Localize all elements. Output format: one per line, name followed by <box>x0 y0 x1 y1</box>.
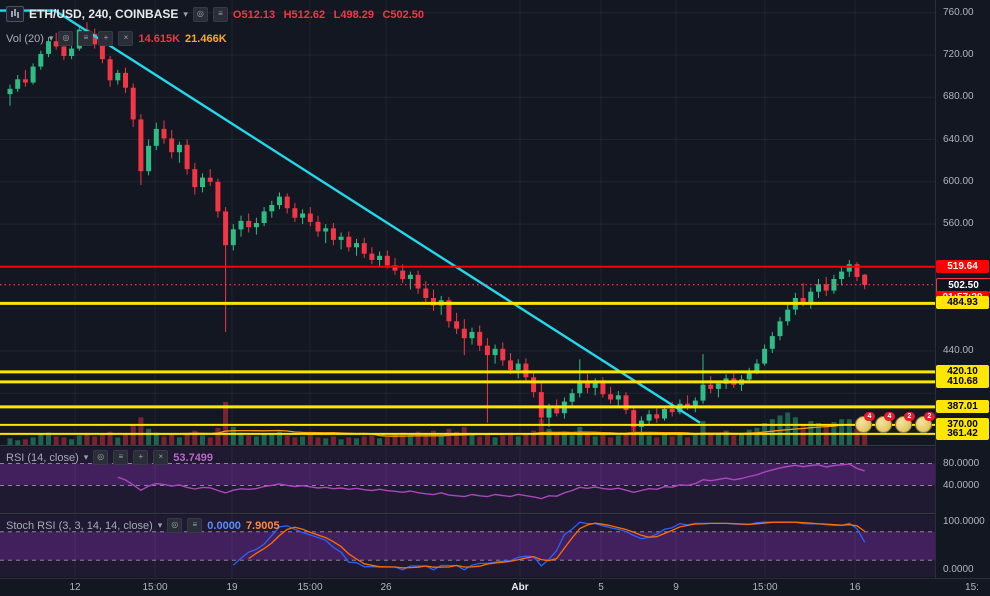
stoch-tick-label: 100.0000 <box>943 516 985 528</box>
symbol-title[interactable]: ETH/USD, 240, COINBASE <box>29 7 179 21</box>
settings-icon[interactable]: ≡ <box>212 6 228 22</box>
volume-caret-icon[interactable]: ▾ <box>48 33 54 43</box>
stoch-band <box>0 531 935 561</box>
time-tick-label: 15:00 <box>297 582 323 593</box>
time-tick-label: 15: <box>965 582 979 593</box>
eye-icon[interactable]: ◎ <box>167 518 183 533</box>
ideas-badge-count: 4 <box>884 412 895 421</box>
time-tick-label: 15:00 <box>142 582 168 593</box>
rsi-tick-label: 40.0000 <box>943 479 980 491</box>
symbol-caret-icon[interactable]: ▾ <box>183 8 188 19</box>
rsi-value: 53.7499 <box>173 451 214 464</box>
open-value: O512.13 <box>232 9 276 21</box>
time-tick-label: 9 <box>673 582 679 593</box>
add-icon[interactable]: + <box>133 450 149 465</box>
price-label-387.01: 387.01 <box>936 399 989 413</box>
stoch-k-value: 0.0000 <box>207 519 241 532</box>
stoch-indicator-label[interactable]: Stoch RSI (3, 3, 14, 14, close) <box>6 519 153 532</box>
stoch-d-line <box>248 521 866 569</box>
price-tick-label: 760.00 <box>943 6 974 18</box>
eye-icon[interactable]: ◎ <box>192 6 208 22</box>
volume-ma-value: 21.466K <box>185 32 227 45</box>
stoch-tick-label: 0.0000 <box>943 563 974 575</box>
low-value: L498.29 <box>333 9 374 21</box>
settings-icon[interactable]: ≡ <box>113 450 129 465</box>
ideas-badge[interactable]: 4 <box>875 412 895 433</box>
time-tick-label: 26 <box>380 582 392 593</box>
pane-separator[interactable] <box>0 445 990 448</box>
rsi-legend: RSI (14, close) ▾ ◎ ≡ + × 53.7499 <box>6 450 213 465</box>
high-value: H512.62 <box>283 9 326 21</box>
time-tick-label: 19 <box>226 582 238 593</box>
add-icon[interactable]: + <box>98 31 114 46</box>
price-label-484.93: 484.93 <box>936 296 989 310</box>
price-label-410.68: 410.68 <box>936 374 989 388</box>
price-tick-label: 640.00 <box>943 133 974 145</box>
price-tick-label: 600.00 <box>943 175 974 187</box>
time-tick-label: 15:00 <box>752 582 778 593</box>
ideas-badge-count: 2 <box>904 412 915 421</box>
volume-legend: Vol (20) ▾ ◎ ≡ + × 14.615K 21.466K <box>6 31 227 46</box>
settings-icon[interactable]: ≡ <box>187 518 203 533</box>
rsi-indicator-label[interactable]: RSI (14, close) <box>6 451 79 464</box>
settings-icon[interactable]: ≡ <box>78 31 94 46</box>
price-label-361.42: 361.42 <box>936 426 989 440</box>
time-axis[interactable]: 12 15:00 19 15:00 26 Abr 5 9 15:00 16 15: <box>0 578 990 596</box>
stoch-k-line <box>232 521 866 571</box>
price-label-519.64: 519.64 <box>936 259 989 273</box>
ohlc-readout: O512.13 H512.62 L498.29 C502.50 <box>233 5 428 23</box>
price-label-420.10: 420.10 <box>936 364 989 378</box>
ideas-badge[interactable]: 4 <box>855 412 875 433</box>
price-tick-label: 720.00 <box>943 48 974 60</box>
rsi-tick-label: 80.0000 <box>943 457 980 469</box>
price-tick-label: 560.00 <box>943 218 974 230</box>
rsi-caret-icon[interactable]: ▾ <box>83 452 89 462</box>
ideas-badge[interactable]: 2 <box>895 412 915 433</box>
close-icon[interactable]: × <box>153 450 169 465</box>
stoch-d-value: 7.9005 <box>245 519 280 532</box>
symbol-legend: ETH/USD, 240, COINBASE ▾ ◎ ≡ O512.13 H51… <box>6 5 428 23</box>
close-value: C502.50 <box>382 9 425 21</box>
chart-type-icon <box>6 6 24 22</box>
rsi-line <box>117 463 865 500</box>
ideas-badge[interactable]: 2 <box>915 412 935 433</box>
price-tick-label: 440.00 <box>943 344 974 356</box>
stoch-rsi-legend: Stoch RSI (3, 3, 14, 14, close) ▾ ◎ ≡ 0.… <box>6 518 280 533</box>
time-tick-label: Abr <box>511 582 529 593</box>
stoch-caret-icon[interactable]: ▾ <box>157 520 163 530</box>
price-tick-label: 680.00 <box>943 91 974 103</box>
time-tick-label: 12 <box>69 582 81 593</box>
volume-value: 14.615K <box>138 32 181 45</box>
eye-icon[interactable]: ◎ <box>93 450 109 465</box>
time-tick-label: 16 <box>849 582 861 593</box>
volume-indicator-label[interactable]: Vol (20) <box>6 32 44 45</box>
ideas-badge-count: 4 <box>864 412 875 421</box>
rsi-band <box>0 463 935 486</box>
ideas-badge-count: 2 <box>924 412 935 421</box>
pane-separator[interactable] <box>0 513 990 516</box>
price-axis[interactable]: 760.00 720.00 680.00 640.00 600.00 560.00 440.… <box>935 0 990 578</box>
time-tick-label: 5 <box>598 582 604 593</box>
eye-icon[interactable]: ◎ <box>58 31 74 46</box>
trendline[interactable] <box>54 9 701 424</box>
close-icon[interactable]: × <box>118 31 134 46</box>
